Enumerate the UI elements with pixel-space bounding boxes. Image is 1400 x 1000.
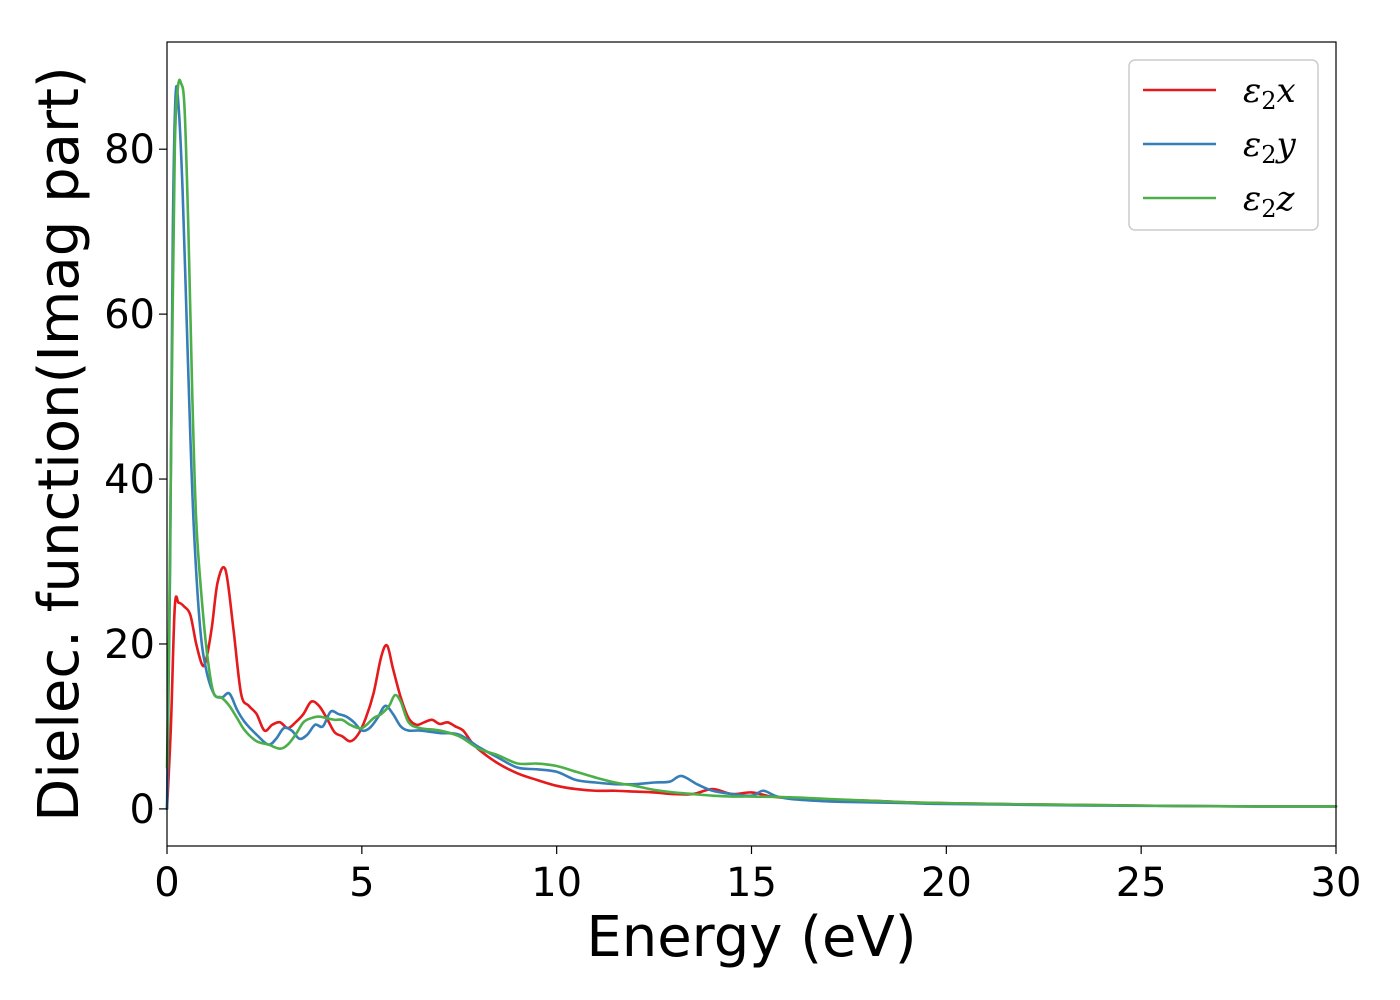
y-tick-label: 20 (104, 622, 155, 668)
series-line-z (165, 78, 1338, 808)
legend-label-x: ε2x (1243, 71, 1296, 115)
x-axis-title: Energy (eV) (586, 905, 916, 970)
x-tick-label: 15 (726, 860, 777, 906)
legend-label-variable: y (1275, 125, 1297, 165)
x-tick-label: 5 (349, 860, 374, 906)
legend-label-variable: z (1276, 179, 1296, 219)
x-tick-label: 0 (154, 860, 179, 906)
legend-label-variable: x (1277, 71, 1296, 111)
legend-label-subscript: 2 (1261, 195, 1276, 223)
y-tick-label: 80 (104, 127, 155, 173)
x-tick-label: 25 (1116, 860, 1167, 906)
series-line-y (165, 84, 1338, 811)
y-tick-label: 0 (130, 787, 155, 833)
series-layer (165, 78, 1338, 811)
y-tick-label: 60 (104, 292, 155, 338)
legend-label-subscript: 2 (1261, 87, 1276, 115)
x-tick-label: 30 (1311, 860, 1362, 906)
x-tick-label: 10 (531, 860, 582, 906)
y-tick-label: 40 (104, 457, 155, 503)
x-axis: 0 5 10 15 20 25 30 (154, 846, 1361, 906)
y-axis-title: Dielec. function(Imag part) (27, 66, 92, 822)
x-tick-label: 20 (921, 860, 972, 906)
legend-label-base: ε (1243, 71, 1261, 111)
y-axis: 0 20 40 60 80 (104, 127, 167, 833)
legend-label-base: ε (1243, 179, 1261, 219)
legend-label-base: ε (1243, 125, 1261, 165)
legend-label-subscript: 2 (1261, 141, 1276, 169)
legend-box (1128, 59, 1319, 231)
legend-label-z: ε2z (1243, 179, 1296, 223)
legend-label-y: ε2y (1243, 125, 1297, 169)
